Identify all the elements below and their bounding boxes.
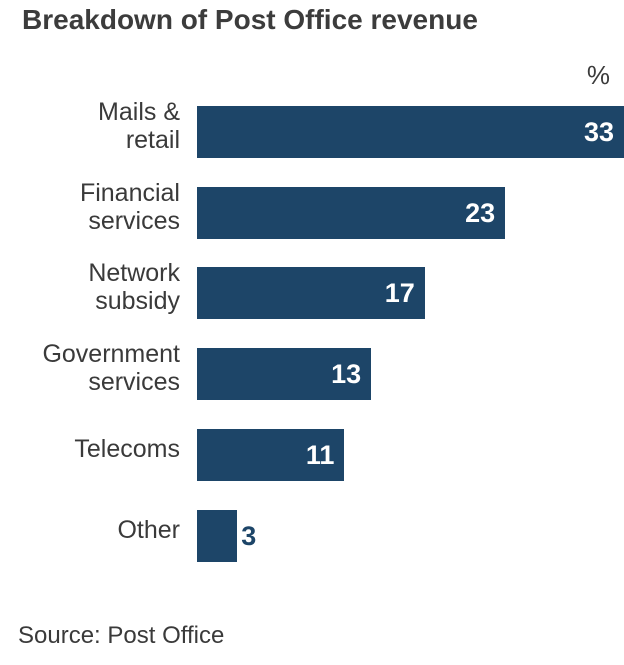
bar bbox=[197, 348, 372, 401]
data-label: 17 bbox=[384, 278, 415, 309]
category-label: Telecoms bbox=[74, 434, 180, 463]
data-label: 13 bbox=[331, 359, 362, 390]
category-label: Network subsidy bbox=[88, 259, 180, 316]
bar bbox=[197, 428, 345, 481]
data-label: 3 bbox=[241, 520, 257, 551]
chart-title: Breakdown of Post Office revenue bbox=[22, 4, 478, 35]
category-label: Financial services bbox=[79, 178, 180, 235]
bar bbox=[197, 106, 624, 158]
unit-label: % bbox=[586, 60, 610, 90]
data-label: 11 bbox=[305, 439, 335, 470]
data-label: 33 bbox=[583, 117, 614, 147]
bar bbox=[197, 186, 506, 239]
category-label: Mails & retail bbox=[98, 98, 180, 154]
category-label: Other bbox=[117, 515, 180, 544]
data-label: 23 bbox=[465, 197, 496, 228]
bar bbox=[197, 267, 425, 320]
source-note: Source: Post Office bbox=[18, 622, 225, 649]
category-label: Government services bbox=[42, 340, 180, 397]
bar bbox=[197, 509, 238, 562]
